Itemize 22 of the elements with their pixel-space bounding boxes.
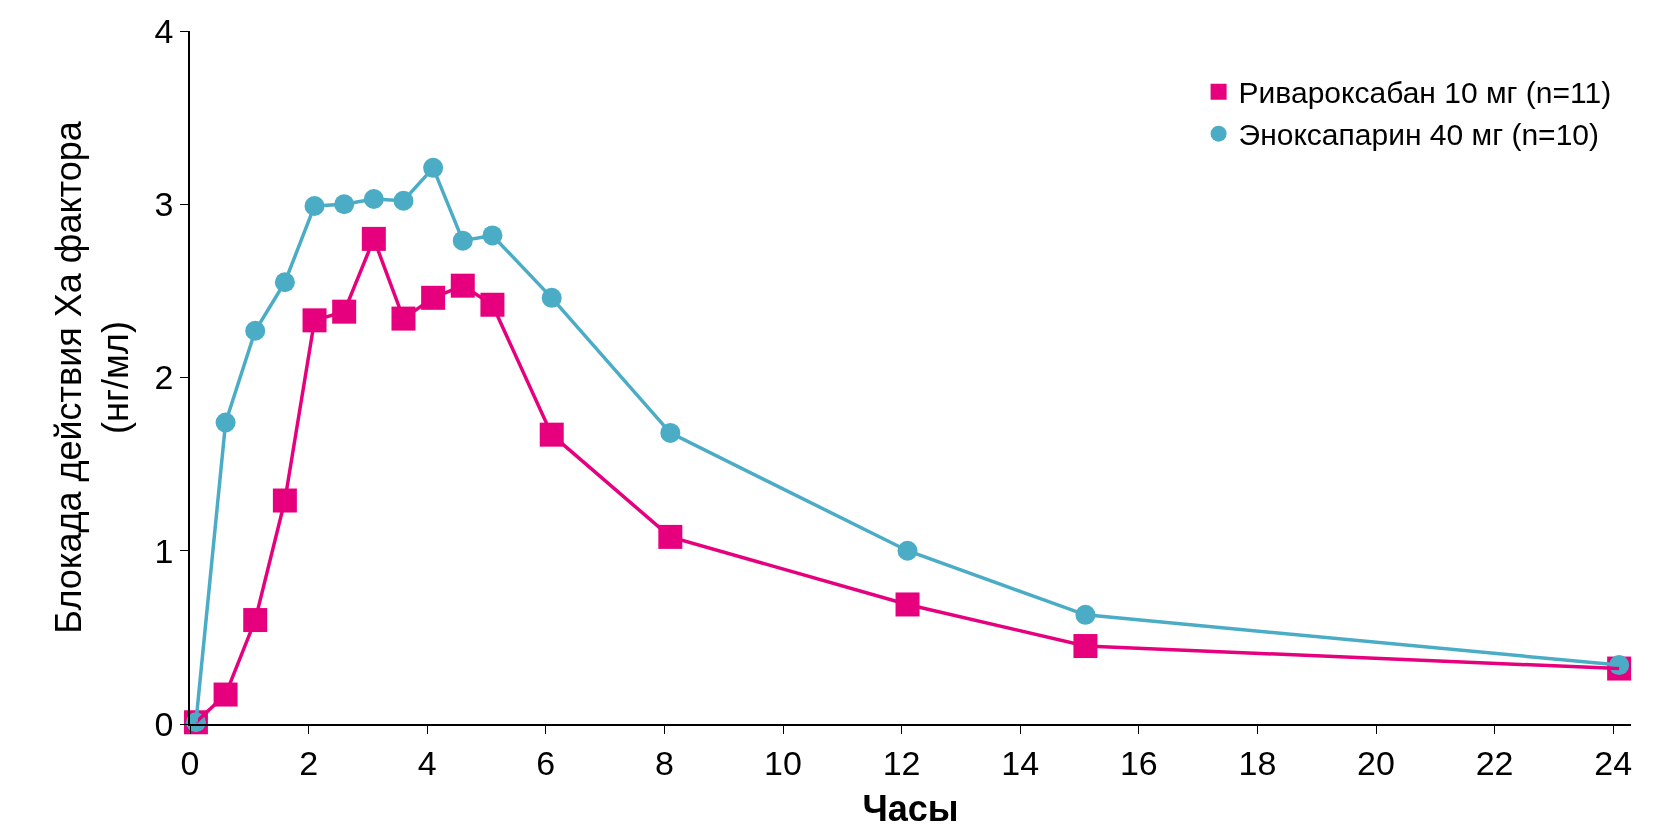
y-tick-label: 0	[154, 704, 174, 743]
x-tick-label: 10	[764, 743, 802, 782]
y-tick-label: 3	[154, 185, 174, 224]
y-tick-label: 1	[154, 531, 174, 570]
legend-label: Ривароксабан 10 мг (n=11)	[1238, 76, 1612, 110]
x-tick-label: 8	[654, 743, 674, 782]
x-tick-label: 12	[882, 743, 921, 782]
x-tick-label: 2	[299, 743, 319, 782]
x-tick-label: 4	[417, 743, 437, 782]
y-tick-label: 2	[154, 358, 174, 397]
x-tick-label: 24	[1594, 743, 1633, 782]
x-tick-label: 6	[536, 743, 556, 782]
legend-label: Эноксапарин 40 мг (n=10)	[1238, 118, 1599, 152]
x-tick-label: 0	[180, 743, 200, 782]
x-axis-title: Часы	[862, 787, 959, 829]
y-tick-label: 4	[154, 11, 174, 50]
x-tick-label: 16	[1119, 743, 1158, 782]
x-tick-label: 18	[1238, 743, 1277, 782]
x-tick-label: 22	[1475, 743, 1514, 782]
y-axis-title: Блокада действия Xa фактора (нг/мл)	[48, 120, 136, 634]
x-tick-label: 20	[1357, 743, 1395, 782]
x-tick-label: 14	[1001, 743, 1040, 782]
